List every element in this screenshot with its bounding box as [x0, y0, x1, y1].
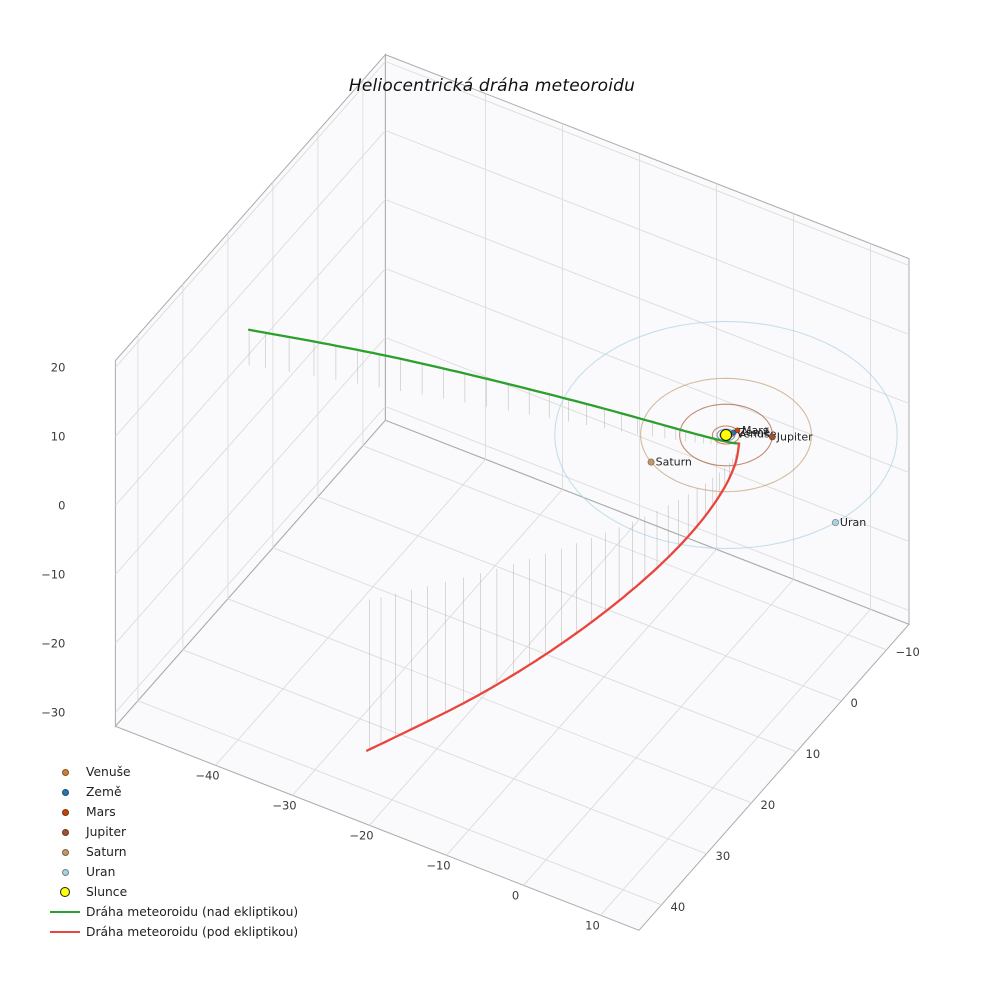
planet-label-venuse: Venuše — [737, 427, 777, 440]
grid-line — [600, 609, 871, 916]
legend-dot-slunce — [60, 887, 70, 897]
legend-dot-uran — [61, 868, 69, 876]
planet-dot-uran — [831, 519, 839, 527]
legend-line-meteoroid-below — [50, 930, 80, 934]
orbit-jupiter — [679, 403, 773, 467]
z-axis-tick-label: 20 — [51, 361, 66, 375]
meteoroid-path-below-ecliptic — [365, 442, 741, 752]
planet-label-uran: Uran — [840, 516, 866, 529]
sun-dot — [720, 429, 732, 441]
z-axis-tick-label: −30 — [41, 706, 65, 720]
grid-line — [369, 519, 640, 826]
z-axis-tick-label: −10 — [41, 568, 65, 582]
y-axis-tick-label: 20 — [761, 798, 776, 812]
legend-label: Uran — [86, 865, 116, 879]
grid-line — [137, 700, 662, 906]
grid-line — [115, 130, 386, 437]
grid-line — [385, 130, 910, 335]
legend-label: Mars — [86, 805, 116, 819]
z-axis-tick-label: 10 — [51, 430, 66, 444]
planet-dot-jupiter — [768, 433, 776, 441]
x-axis-tick-label: 10 — [585, 918, 600, 932]
planet-label-saturn: Saturn — [656, 456, 692, 469]
x-axis-tick-label: −10 — [426, 858, 450, 872]
legend-dot-jupiter — [61, 828, 69, 836]
legend-label: Venuše — [86, 765, 131, 779]
y-axis-tick-label: 30 — [716, 849, 731, 863]
orbit-saturn — [640, 377, 812, 493]
y-axis-tick-label: 0 — [851, 696, 858, 710]
jupiter-marker-icon — [50, 828, 80, 836]
legend-line-meteoroid-above — [50, 910, 80, 914]
grid-line — [446, 549, 717, 856]
grid-line — [385, 268, 910, 473]
legend-label: Dráha meteoroidu (pod ekliptikou) — [86, 925, 299, 939]
figure-title: Heliocentrická dráha meteoroidu — [348, 76, 636, 96]
planet-label-jupiter: Jupiter — [776, 430, 813, 443]
uran-marker-icon — [50, 868, 80, 876]
grid-line — [385, 406, 910, 611]
legend-dot-venuse — [61, 768, 69, 776]
legend-label: Slunce — [86, 885, 128, 899]
legend-label: Saturn — [86, 845, 127, 859]
x-axis-tick-label: −20 — [349, 828, 373, 842]
grid-line — [115, 268, 386, 575]
grid-line — [362, 445, 887, 651]
grid-line — [385, 337, 910, 542]
grid-line — [115, 61, 386, 368]
legend-item-venuse: Venuše — [50, 762, 298, 782]
grid-line — [272, 547, 797, 753]
legend-dot-zeme — [61, 788, 69, 796]
grid-line — [317, 496, 842, 702]
grid-line — [227, 598, 752, 804]
grid-line — [215, 459, 486, 766]
grid-line — [115, 406, 386, 713]
slunce-marker-icon — [50, 887, 80, 897]
grid-line — [115, 337, 386, 644]
grid-line — [182, 649, 707, 855]
legend-dot-mars — [61, 808, 69, 816]
x-axis-tick-label: 0 — [512, 888, 519, 902]
legend-item-mars: Mars — [50, 802, 298, 822]
y-axis-tick-label: 40 — [671, 900, 686, 914]
legend-dot-saturn — [61, 848, 69, 856]
legend-item-uran: Uran — [50, 862, 298, 882]
legend-label: Jupiter — [86, 825, 127, 839]
legend-item-meteoroid-below: Dráha meteoroidu (pod ekliptikou) — [50, 922, 298, 942]
saturn-marker-icon — [50, 848, 80, 856]
z-axis-tick-label: 0 — [58, 499, 65, 513]
planet-label-zeme: Země — [738, 426, 770, 439]
planet-dot-mars — [734, 427, 741, 434]
meteoroid-path-above-ecliptic — [247, 328, 741, 445]
zeme-marker-icon — [50, 788, 80, 796]
x-axis-tick-label: −30 — [272, 798, 296, 812]
grid-line — [385, 61, 910, 266]
y-axis-tick-label: 10 — [806, 747, 821, 761]
x-axis-tick-label: −40 — [195, 768, 219, 782]
legend-item-jupiter: Jupiter — [50, 822, 298, 842]
y-axis-tick-label: −10 — [896, 645, 920, 659]
legend-item-slunce: Slunce — [50, 882, 298, 902]
grid-line — [385, 199, 910, 404]
mars-marker-icon — [50, 808, 80, 816]
legend: Venuše Země Mars Jupiter Saturn Uran Slunce Drá… — [50, 762, 298, 942]
legend-item-saturn: Saturn — [50, 842, 298, 862]
orbit-uran — [554, 320, 898, 550]
z-axis-tick-label: −20 — [41, 637, 65, 651]
legend-item-zeme: Země — [50, 782, 298, 802]
legend-label: Země — [86, 785, 122, 799]
planet-label-mars: Mars — [742, 424, 769, 437]
grid-line — [115, 199, 386, 506]
planet-dot-saturn — [647, 458, 655, 466]
meteoroid-above-marker-icon — [50, 910, 80, 914]
legend-item-meteoroid-above: Dráha meteoroidu (nad ekliptikou) — [50, 902, 298, 922]
legend-label: Dráha meteoroidu (nad ekliptikou) — [86, 905, 299, 919]
venuse-marker-icon — [50, 768, 80, 776]
meteoroid-below-marker-icon — [50, 930, 80, 934]
grid-line — [523, 579, 794, 886]
